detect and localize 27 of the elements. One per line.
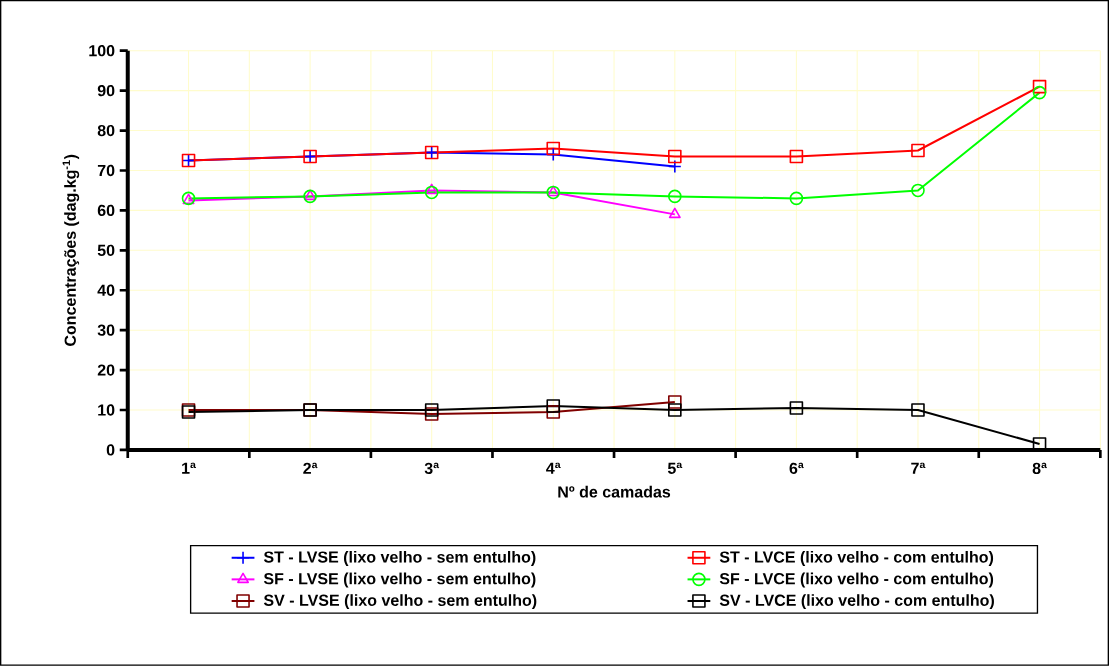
x-tick-label: 5ª: [667, 462, 683, 475]
y-tick-label: 90: [97, 85, 115, 97]
x-axis-title: Nº de camadas: [558, 485, 671, 498]
legend-label: SV - LVSE (lixo velho - sem entulho): [263, 594, 537, 610]
x-tick-label: 6ª: [789, 462, 804, 475]
y-tick-label: 40: [97, 284, 115, 297]
x-tick-label: 7ª: [911, 462, 926, 474]
legend-label: ST - LVCE (lixo velho - com entulho): [719, 551, 994, 567]
legend-label: ST - LVSE (lixo velho - sem entulho): [263, 551, 536, 567]
x-tick-label: 3ª: [424, 462, 440, 475]
legend-label: SF - LVCE (lixo velho - com entulho): [719, 572, 994, 588]
legend-label: SV - LVCE (lixo velho - com entulho): [719, 594, 994, 610]
y-tick-label: 50: [97, 244, 115, 257]
y-tick-label: 60: [97, 204, 115, 217]
x-tick-label: 8ª: [1032, 462, 1047, 475]
y-tick-label: 10: [98, 404, 115, 416]
y-tick-label: 30: [97, 324, 115, 336]
x-tick-label: 1ª: [182, 462, 196, 474]
legend-label: SF - LVSE (lixo velho - sem entulho): [263, 572, 536, 588]
y-tick-label: 70: [97, 164, 115, 177]
x-tick-label: 2ª: [303, 462, 318, 474]
y-tick-label: 100: [89, 45, 115, 57]
y-tick-label: 20: [97, 364, 115, 376]
x-tick-label: 4ª: [546, 462, 561, 474]
y-tick-label: 80: [97, 125, 115, 137]
y-axis-title: Concentrações (dag.kg$^{-1}$): [62, 154, 80, 347]
y-tick-label: 0: [106, 444, 115, 456]
